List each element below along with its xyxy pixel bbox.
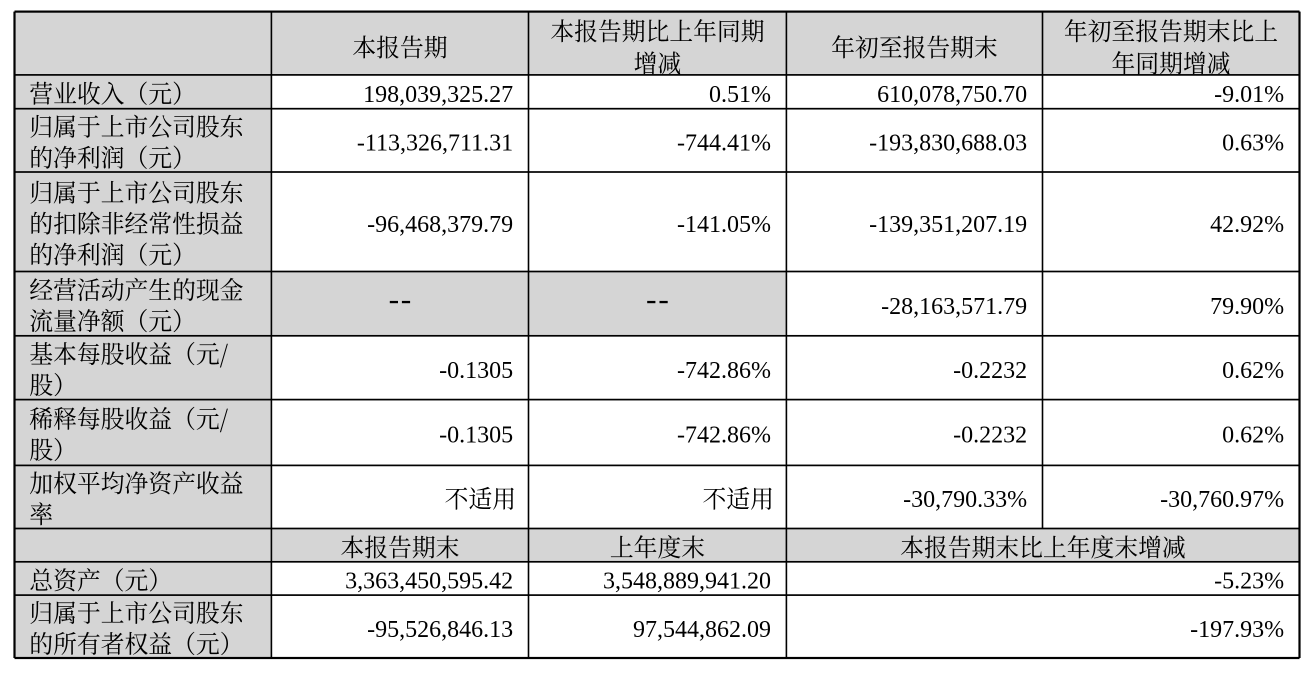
svg-text:0.62%: 0.62% bbox=[1222, 358, 1284, 384]
svg-text:-9.01%: -9.01% bbox=[1214, 82, 1284, 108]
svg-text:0.51%: 0.51% bbox=[709, 82, 771, 108]
svg-text:-141.05%: -141.05% bbox=[677, 212, 771, 238]
svg-text:0.62%: 0.62% bbox=[1222, 423, 1284, 449]
svg-text:-742.86%: -742.86% bbox=[677, 358, 771, 384]
svg-text:42.92%: 42.92% bbox=[1210, 212, 1284, 238]
svg-text:97,544,862.09: 97,544,862.09 bbox=[633, 617, 771, 643]
svg-text:-0.1305: -0.1305 bbox=[439, 423, 513, 449]
svg-text:-96,468,379.79: -96,468,379.79 bbox=[367, 212, 513, 238]
svg-text:-0.2232: -0.2232 bbox=[953, 358, 1027, 384]
svg-text:-193,830,688.03: -193,830,688.03 bbox=[869, 131, 1027, 157]
svg-text:-30,790.33%: -30,790.33% bbox=[903, 487, 1027, 513]
svg-text:3,548,889,941.20: 3,548,889,941.20 bbox=[603, 569, 771, 595]
svg-text:-742.86%: -742.86% bbox=[677, 423, 771, 449]
svg-text:-95,526,846.13: -95,526,846.13 bbox=[367, 617, 513, 643]
svg-text:0.63%: 0.63% bbox=[1222, 131, 1284, 157]
svg-text:-30,760.97%: -30,760.97% bbox=[1160, 487, 1284, 513]
svg-text:-744.41%: -744.41% bbox=[677, 131, 771, 157]
svg-text:-28,163,571.79: -28,163,571.79 bbox=[881, 294, 1027, 320]
svg-text:198,039,325.27: 198,039,325.27 bbox=[363, 82, 513, 108]
svg-text:-0.1305: -0.1305 bbox=[439, 358, 513, 384]
svg-text:610,078,750.70: 610,078,750.70 bbox=[877, 82, 1027, 108]
svg-text:-197.93%: -197.93% bbox=[1190, 617, 1284, 643]
svg-text:-139,351,207.19: -139,351,207.19 bbox=[869, 212, 1027, 238]
svg-text:-5.23%: -5.23% bbox=[1214, 569, 1284, 595]
svg-text:79.90%: 79.90% bbox=[1210, 294, 1284, 320]
svg-text:3,363,450,595.42: 3,363,450,595.42 bbox=[345, 569, 513, 595]
svg-text:-0.2232: -0.2232 bbox=[953, 423, 1027, 449]
svg-text:-113,326,711.31: -113,326,711.31 bbox=[357, 131, 513, 157]
